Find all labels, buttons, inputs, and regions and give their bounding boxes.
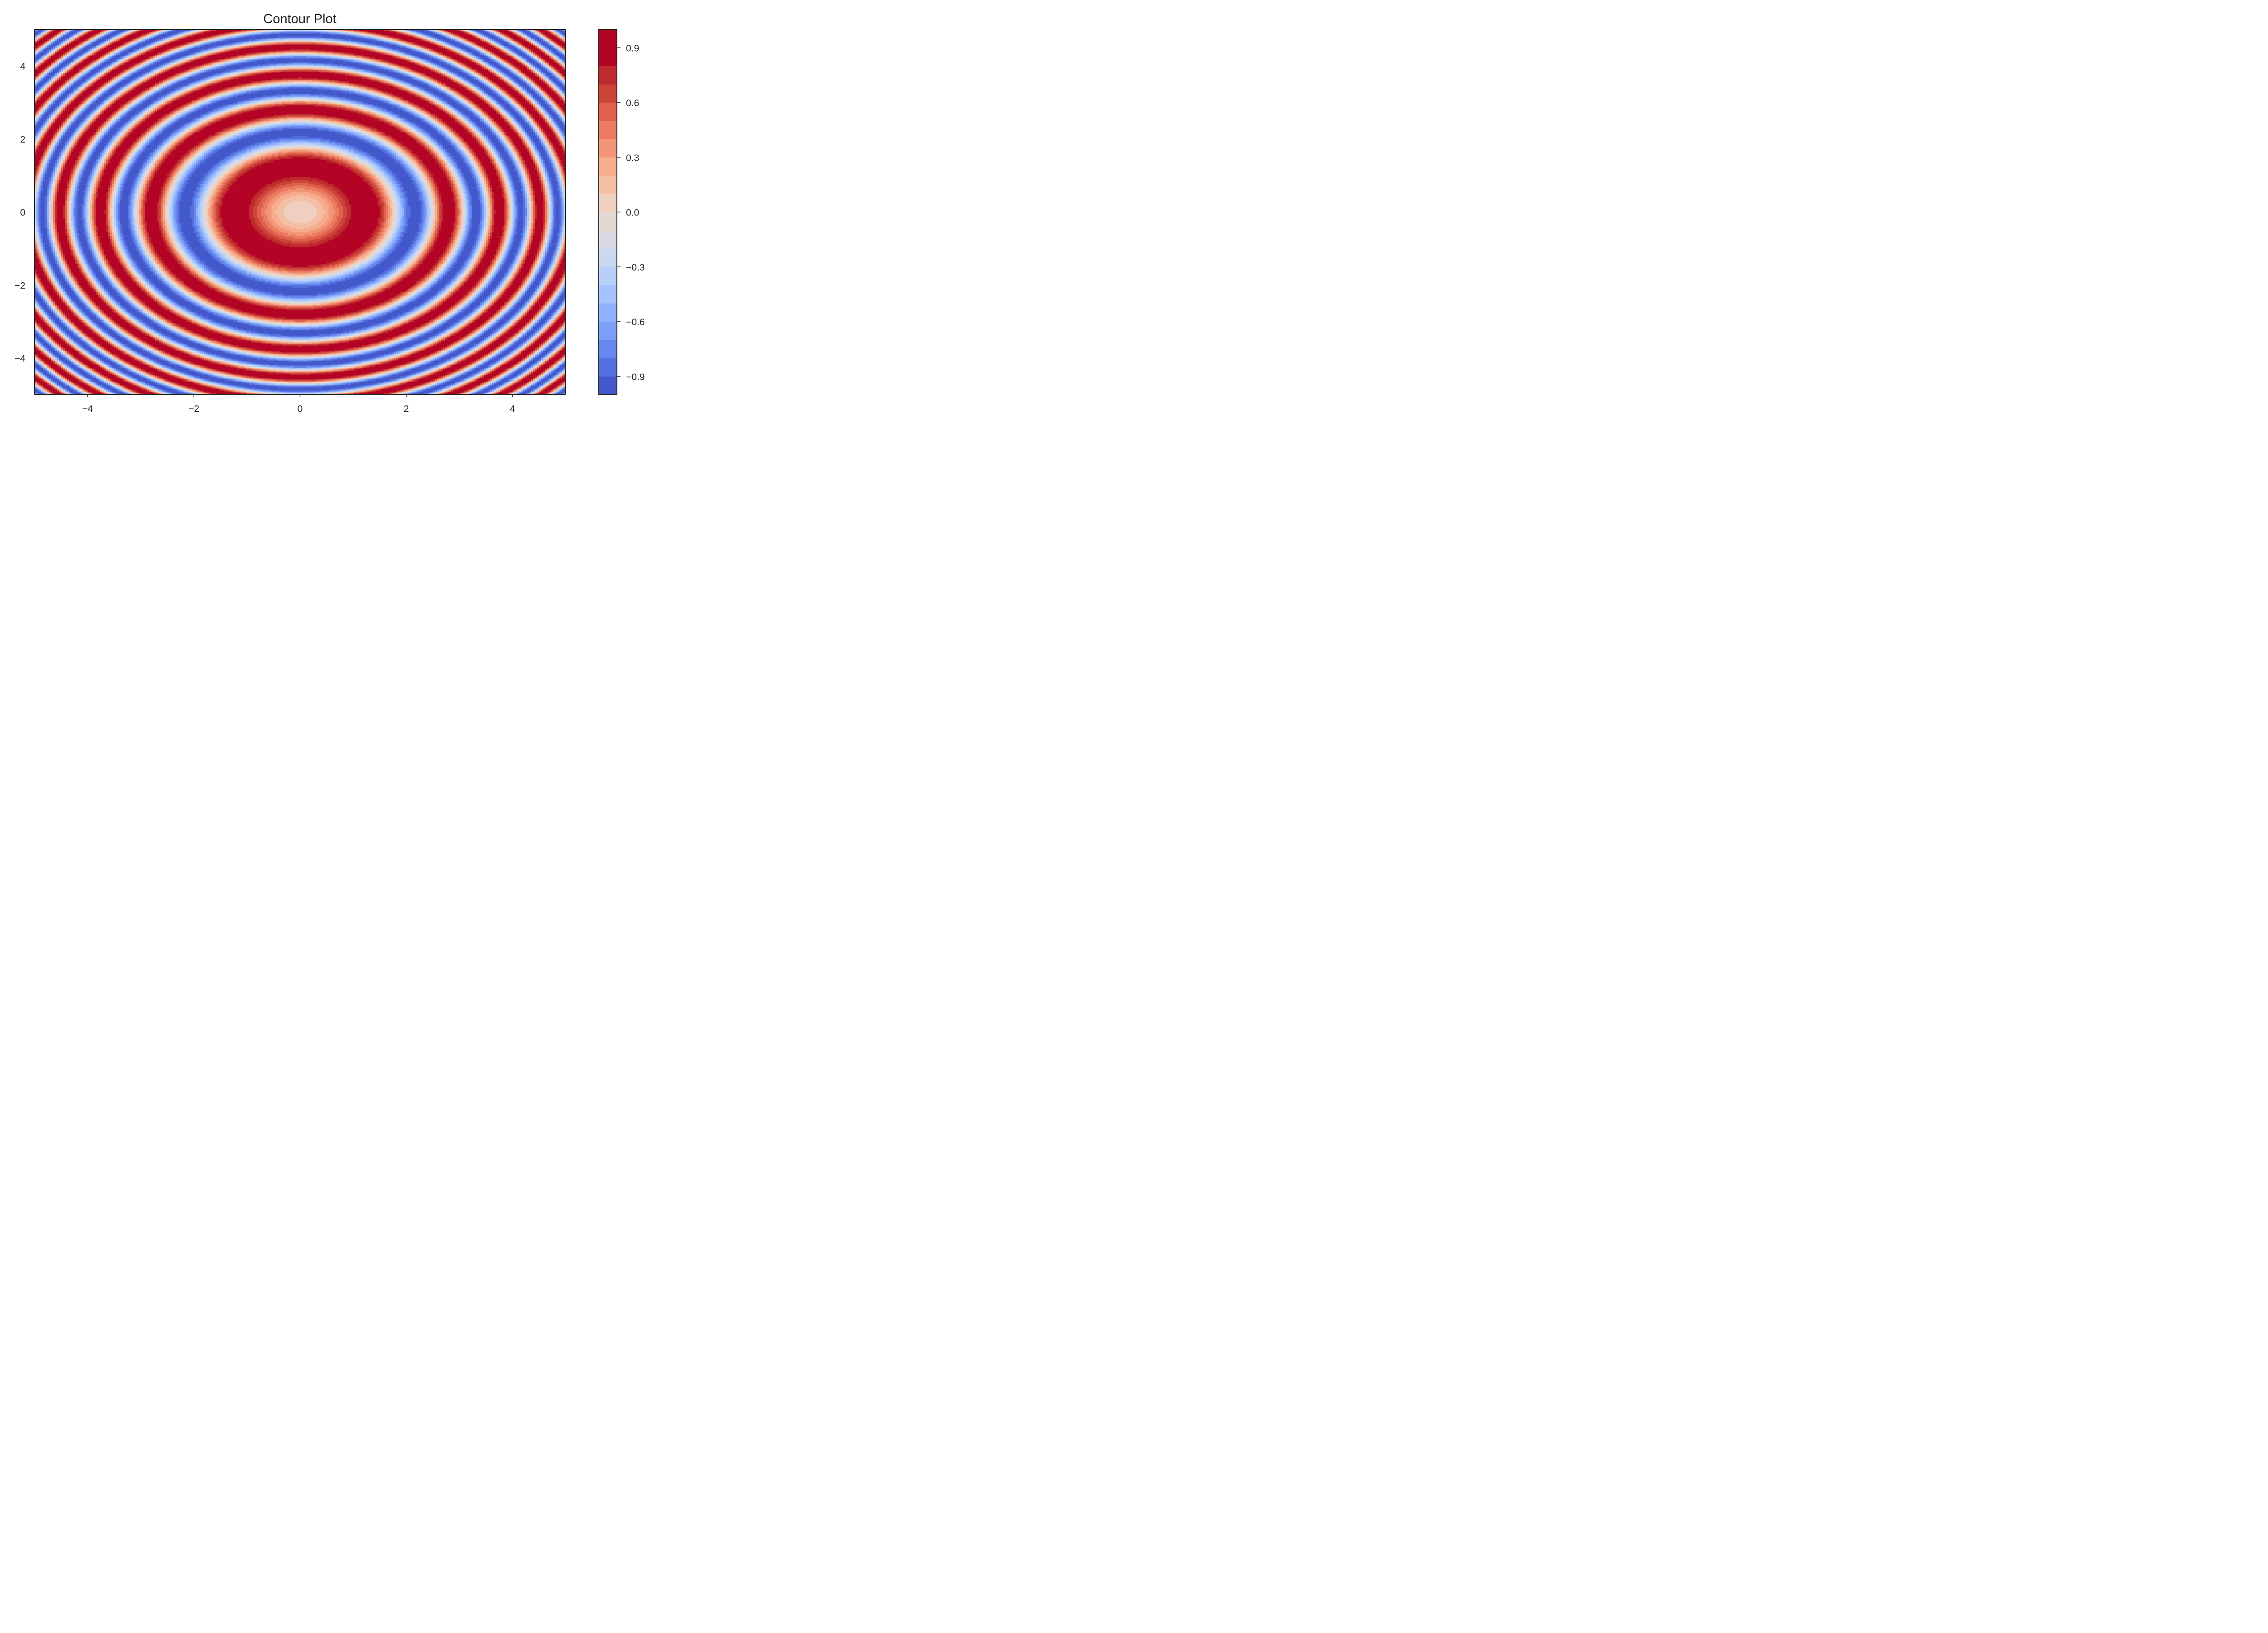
colorbar-band (599, 194, 617, 212)
colorbar-band (599, 84, 617, 103)
x-tick-label: 2 (404, 404, 409, 414)
x-tick-label: 0 (298, 404, 303, 414)
colorbar-tick-label: 0.6 (626, 98, 639, 108)
contour-fill (34, 29, 566, 395)
colorbar-tick-label: −0.6 (626, 317, 645, 328)
colorbar-tick-label: 0.9 (626, 43, 639, 54)
colorbar-band (599, 249, 617, 267)
x-tick-label: 4 (510, 404, 515, 414)
y-tick-label: 0 (20, 208, 25, 218)
x-tick-label: −4 (82, 404, 93, 414)
colorbar-band (599, 358, 617, 377)
x-tick-label: −2 (188, 404, 199, 414)
colorbar-band (599, 139, 617, 158)
colorbar-tick-label: −0.3 (626, 262, 645, 273)
y-tick-label: −2 (15, 281, 25, 291)
colorbar-band (599, 230, 617, 249)
colorbar-band (599, 157, 617, 176)
y-tick-label: 2 (20, 135, 25, 145)
colorbar-bands (599, 29, 617, 395)
colorbar: −0.9 −0.6 −0.3 0.0 0.3 0.6 0.9 (599, 29, 645, 395)
y-tick-label: 4 (20, 62, 25, 72)
colorbar-tick-label: 0.3 (626, 153, 639, 163)
colorbar-tick-label: 0.0 (626, 208, 639, 218)
colorbar-band (599, 285, 617, 304)
colorbar-band (599, 121, 617, 139)
colorbar-tick-label: −0.9 (626, 372, 645, 382)
colorbar-band (599, 48, 617, 66)
colorbar-band (599, 322, 617, 340)
plot-area (34, 29, 566, 395)
colorbar-ticks: −0.9 −0.6 −0.3 0.0 0.3 0.6 0.9 (617, 43, 645, 382)
y-tick-label: −4 (15, 354, 25, 364)
colorbar-band (599, 212, 617, 231)
colorbar-band (599, 267, 617, 285)
colorbar-band (599, 376, 617, 395)
colorbar-band (599, 176, 617, 194)
y-axis: −4 −2 0 2 4 (15, 62, 25, 364)
chart-title: Contour Plot (263, 12, 336, 26)
colorbar-band (599, 66, 617, 85)
colorbar-band (599, 303, 617, 322)
colorbar-band (599, 29, 617, 48)
x-axis: −4 −2 0 2 4 (82, 395, 515, 414)
colorbar-band (599, 103, 617, 121)
colorbar-band (599, 340, 617, 358)
